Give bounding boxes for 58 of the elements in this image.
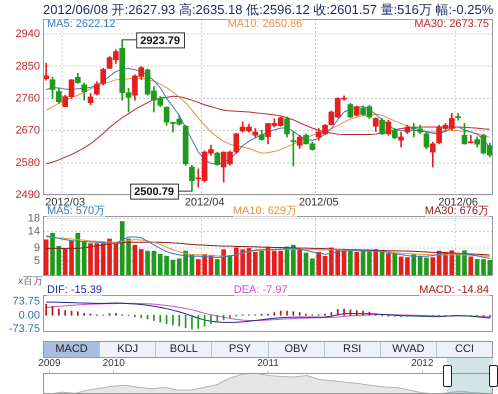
chart-title: 2012/06/08 开:2627.93 高:2635.18 低:2596.12 收:2601.57 量:516万 幅:-0.25%	[43, 1, 494, 19]
text: RSI	[324, 342, 380, 357]
y-tick-label: 9	[34, 242, 40, 254]
x-tick-label: 2011	[257, 358, 280, 369]
bar	[214, 259, 220, 276]
y-tick-label: 2580	[16, 156, 40, 169]
bar	[278, 250, 284, 276]
bar	[234, 247, 239, 276]
y-tick-label: 14	[28, 226, 40, 238]
bar	[386, 253, 391, 276]
y-tick-label: 0.00	[18, 309, 40, 322]
bar	[196, 259, 201, 276]
text: MACD	[44, 342, 100, 357]
text: OBV	[268, 342, 324, 357]
y-tick-label: 2670	[16, 124, 40, 137]
bar	[430, 257, 436, 276]
bar	[158, 254, 163, 276]
bar	[297, 249, 302, 276]
x-tick-label: 2009	[38, 358, 61, 369]
bar	[82, 241, 87, 276]
y-axis-title: x百万	[18, 275, 43, 288]
x-tick-label: 2012/04	[184, 196, 225, 209]
bar	[259, 250, 264, 276]
bar	[348, 250, 353, 276]
bar	[228, 255, 232, 276]
bar	[380, 252, 384, 276]
x-tick-label: 2012/05	[298, 196, 339, 209]
text: BOLL	[155, 342, 212, 357]
bar	[468, 256, 474, 276]
series-label: DIF: -15.39	[47, 284, 102, 296]
y-tick-label: 18	[28, 212, 40, 225]
text: MA5: 2622.12	[47, 18, 116, 30]
annotation: 2923.79	[140, 34, 180, 47]
bar	[138, 249, 144, 276]
bar	[132, 244, 138, 276]
y-tick-label: 2760	[16, 92, 40, 104]
bar	[44, 239, 48, 276]
bar	[373, 249, 378, 276]
annotation: 2500.79	[134, 186, 174, 198]
bar	[392, 254, 398, 276]
y-tick-label: 2940	[16, 28, 40, 40]
y-tick-label: 2490	[16, 189, 40, 202]
text: KDJ	[99, 342, 156, 357]
text: MA30: 2673.75	[414, 18, 489, 30]
y-tick-label: 5	[34, 254, 40, 267]
bar	[354, 252, 360, 276]
y-tick-label: 73.75	[12, 295, 40, 308]
text: DEA: -7.97	[234, 284, 288, 296]
text: CCI	[436, 342, 492, 357]
y-tick-label: 2850	[16, 60, 40, 72]
text: MA10: 629万	[232, 205, 298, 217]
x-tick-label: 2010	[102, 358, 126, 369]
series-label: MACD: -14.84	[419, 284, 489, 296]
text: PSY	[211, 342, 268, 357]
text: WVAD	[380, 342, 436, 357]
x-tick-label: 2012	[411, 358, 434, 369]
y-tick-label: -73.75	[8, 323, 40, 336]
text: MA10: 2650.86	[228, 18, 302, 30]
